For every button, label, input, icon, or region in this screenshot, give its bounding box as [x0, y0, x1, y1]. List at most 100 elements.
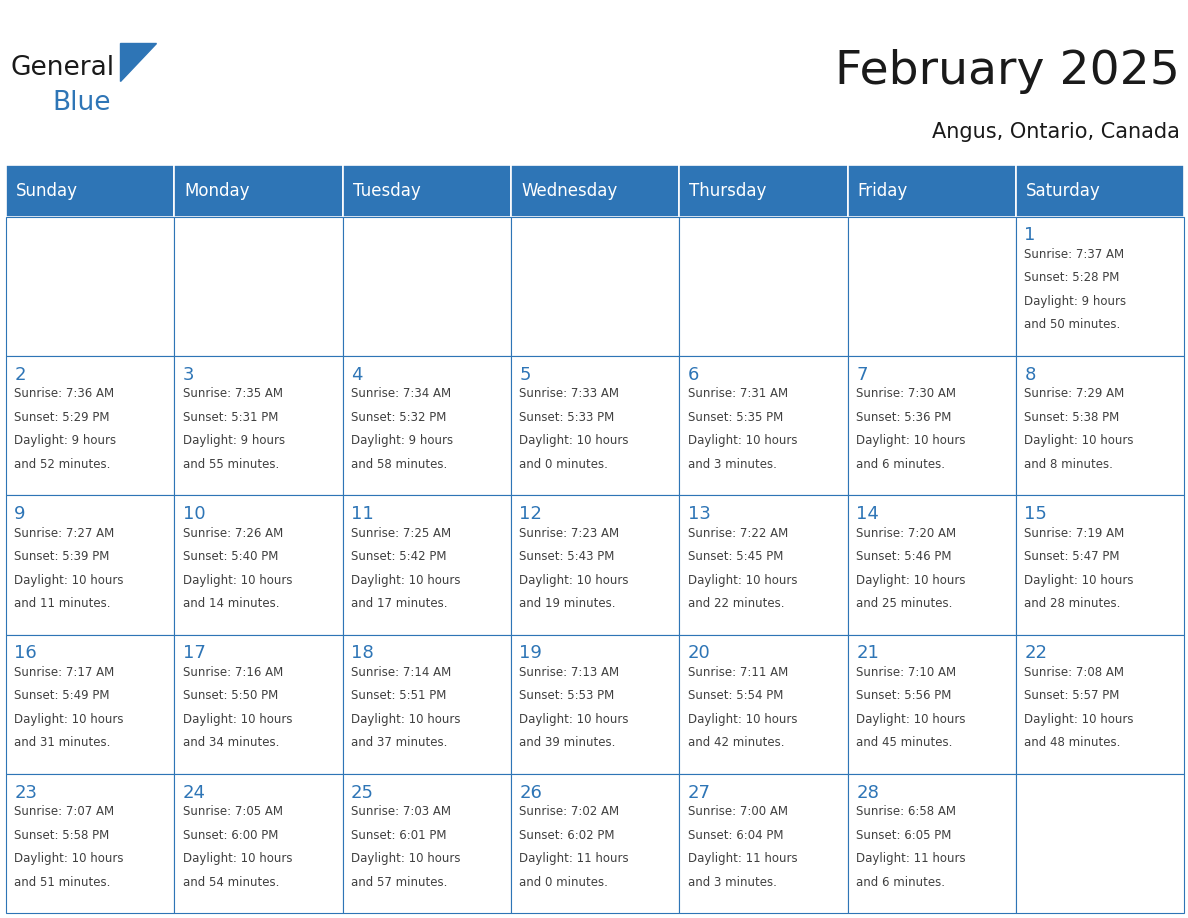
Text: Daylight: 10 hours: Daylight: 10 hours [183, 713, 292, 726]
Text: Sunset: 6:00 PM: Sunset: 6:00 PM [183, 829, 278, 842]
Text: Daylight: 10 hours: Daylight: 10 hours [519, 434, 628, 447]
Text: Sunset: 5:54 PM: Sunset: 5:54 PM [688, 689, 783, 702]
Text: Daylight: 11 hours: Daylight: 11 hours [857, 852, 966, 866]
Text: Daylight: 10 hours: Daylight: 10 hours [688, 713, 797, 726]
Text: and 52 minutes.: and 52 minutes. [14, 457, 110, 471]
Text: 10: 10 [183, 505, 206, 523]
Text: Daylight: 10 hours: Daylight: 10 hours [857, 713, 966, 726]
Text: 25: 25 [352, 784, 374, 801]
Text: Sunset: 5:58 PM: Sunset: 5:58 PM [14, 829, 109, 842]
Text: Sunrise: 7:27 AM: Sunrise: 7:27 AM [14, 527, 114, 540]
Text: Sunset: 5:35 PM: Sunset: 5:35 PM [688, 410, 783, 424]
Text: Sunrise: 7:00 AM: Sunrise: 7:00 AM [688, 805, 788, 819]
Text: 23: 23 [14, 784, 37, 801]
Text: and 0 minutes.: and 0 minutes. [519, 876, 608, 889]
Text: Sunrise: 7:05 AM: Sunrise: 7:05 AM [183, 805, 283, 819]
Text: 15: 15 [1024, 505, 1048, 523]
Text: Sunrise: 7:14 AM: Sunrise: 7:14 AM [352, 666, 451, 679]
Text: Sunrise: 7:03 AM: Sunrise: 7:03 AM [352, 805, 451, 819]
Text: 7: 7 [857, 365, 867, 384]
Text: 5: 5 [519, 365, 531, 384]
Text: Sunrise: 7:17 AM: Sunrise: 7:17 AM [14, 666, 114, 679]
Text: 2: 2 [14, 365, 26, 384]
Text: and 28 minutes.: and 28 minutes. [1024, 597, 1120, 610]
Text: and 42 minutes.: and 42 minutes. [688, 736, 784, 749]
Text: 3: 3 [183, 365, 194, 384]
Text: Daylight: 10 hours: Daylight: 10 hours [183, 574, 292, 587]
Text: and 6 minutes.: and 6 minutes. [857, 457, 946, 471]
Text: Sunrise: 7:33 AM: Sunrise: 7:33 AM [519, 387, 619, 400]
Text: Daylight: 10 hours: Daylight: 10 hours [14, 574, 124, 587]
Text: 20: 20 [688, 644, 710, 663]
Text: Daylight: 10 hours: Daylight: 10 hours [1024, 713, 1135, 726]
Text: Daylight: 10 hours: Daylight: 10 hours [352, 852, 461, 866]
Text: 18: 18 [352, 644, 374, 663]
Text: Sunset: 5:53 PM: Sunset: 5:53 PM [519, 689, 614, 702]
Text: 9: 9 [14, 505, 26, 523]
Text: 26: 26 [519, 784, 542, 801]
Text: Sunset: 6:04 PM: Sunset: 6:04 PM [688, 829, 783, 842]
Text: Daylight: 10 hours: Daylight: 10 hours [688, 434, 797, 447]
Text: and 55 minutes.: and 55 minutes. [183, 457, 279, 471]
Text: Sunset: 5:32 PM: Sunset: 5:32 PM [352, 410, 447, 424]
Text: Sunrise: 7:07 AM: Sunrise: 7:07 AM [14, 805, 114, 819]
Text: Sunset: 5:40 PM: Sunset: 5:40 PM [183, 550, 278, 563]
Text: Sunset: 5:56 PM: Sunset: 5:56 PM [857, 689, 952, 702]
Text: Sunset: 6:02 PM: Sunset: 6:02 PM [519, 829, 615, 842]
Text: Sunrise: 7:34 AM: Sunrise: 7:34 AM [352, 387, 451, 400]
Text: Sunrise: 7:31 AM: Sunrise: 7:31 AM [688, 387, 788, 400]
Text: Friday: Friday [858, 182, 908, 200]
Text: February 2025: February 2025 [834, 50, 1180, 95]
Text: 17: 17 [183, 644, 206, 663]
Text: Daylight: 10 hours: Daylight: 10 hours [857, 434, 966, 447]
Text: Thursday: Thursday [689, 182, 766, 200]
Text: Sunset: 5:31 PM: Sunset: 5:31 PM [183, 410, 278, 424]
Text: Sunrise: 7:11 AM: Sunrise: 7:11 AM [688, 666, 788, 679]
Text: Daylight: 10 hours: Daylight: 10 hours [352, 574, 461, 587]
Text: Sunset: 5:49 PM: Sunset: 5:49 PM [14, 689, 109, 702]
Text: and 50 minutes.: and 50 minutes. [1024, 319, 1120, 331]
Text: Angus, Ontario, Canada: Angus, Ontario, Canada [931, 122, 1180, 141]
Text: and 6 minutes.: and 6 minutes. [857, 876, 946, 889]
Text: Sunday: Sunday [17, 182, 78, 200]
Text: Sunrise: 7:02 AM: Sunrise: 7:02 AM [519, 805, 620, 819]
Text: Sunset: 5:46 PM: Sunset: 5:46 PM [857, 550, 952, 563]
Text: 1: 1 [1024, 227, 1036, 244]
Text: and 58 minutes.: and 58 minutes. [352, 457, 448, 471]
Text: and 57 minutes.: and 57 minutes. [352, 876, 448, 889]
Text: and 25 minutes.: and 25 minutes. [857, 597, 953, 610]
Text: 6: 6 [688, 365, 700, 384]
Text: 16: 16 [14, 644, 37, 663]
Text: Saturday: Saturday [1026, 182, 1101, 200]
Text: 12: 12 [519, 505, 542, 523]
Text: Sunrise: 7:23 AM: Sunrise: 7:23 AM [519, 527, 620, 540]
Text: Sunset: 5:29 PM: Sunset: 5:29 PM [14, 410, 109, 424]
Text: Daylight: 9 hours: Daylight: 9 hours [183, 434, 285, 447]
Text: Daylight: 9 hours: Daylight: 9 hours [1024, 295, 1126, 308]
Text: Sunrise: 7:37 AM: Sunrise: 7:37 AM [1024, 248, 1125, 261]
Text: 21: 21 [857, 644, 879, 663]
Text: and 31 minutes.: and 31 minutes. [14, 736, 110, 749]
Text: Daylight: 11 hours: Daylight: 11 hours [688, 852, 797, 866]
Text: Sunrise: 7:26 AM: Sunrise: 7:26 AM [183, 527, 283, 540]
Text: and 14 minutes.: and 14 minutes. [183, 597, 279, 610]
Text: Sunrise: 7:10 AM: Sunrise: 7:10 AM [857, 666, 956, 679]
Text: Sunrise: 6:58 AM: Sunrise: 6:58 AM [857, 805, 956, 819]
Text: and 0 minutes.: and 0 minutes. [519, 457, 608, 471]
Text: Sunrise: 7:13 AM: Sunrise: 7:13 AM [519, 666, 620, 679]
Text: 19: 19 [519, 644, 542, 663]
Text: 27: 27 [688, 784, 710, 801]
Text: and 19 minutes.: and 19 minutes. [519, 597, 615, 610]
Text: Tuesday: Tuesday [353, 182, 421, 200]
Text: 22: 22 [1024, 644, 1048, 663]
Text: Daylight: 10 hours: Daylight: 10 hours [519, 574, 628, 587]
Text: Sunrise: 7:19 AM: Sunrise: 7:19 AM [1024, 527, 1125, 540]
Text: and 3 minutes.: and 3 minutes. [688, 457, 777, 471]
Text: Sunset: 5:42 PM: Sunset: 5:42 PM [352, 550, 447, 563]
Text: and 45 minutes.: and 45 minutes. [857, 736, 953, 749]
Text: 28: 28 [857, 784, 879, 801]
Text: Sunrise: 7:35 AM: Sunrise: 7:35 AM [183, 387, 283, 400]
Text: Sunset: 5:39 PM: Sunset: 5:39 PM [14, 550, 109, 563]
Text: Daylight: 9 hours: Daylight: 9 hours [14, 434, 116, 447]
Text: Sunset: 5:36 PM: Sunset: 5:36 PM [857, 410, 952, 424]
